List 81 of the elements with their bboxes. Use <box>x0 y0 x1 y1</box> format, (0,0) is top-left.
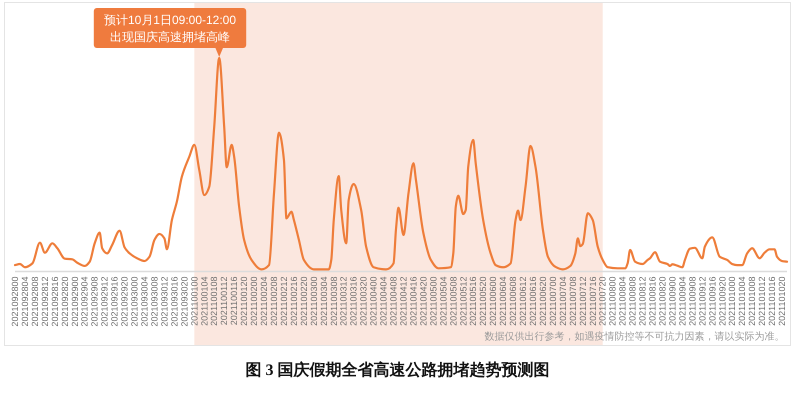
x-tick-label: 2021100920 <box>717 276 728 326</box>
x-tick-label: 2021100612 <box>518 276 528 326</box>
x-tick-label: 2021100804 <box>618 276 628 326</box>
text: 图 3 国庆假期全省高速公路拥堵趋势预测图 <box>246 360 550 379</box>
x-tick-label: 2021100516 <box>468 276 478 326</box>
x-tick-label: 2021100512 <box>458 276 468 326</box>
x-tick-label: 2021101020 <box>777 276 788 326</box>
x-tick-label: 2021100212 <box>278 276 289 326</box>
x-tick-label: 2021100912 <box>697 276 708 326</box>
x-tick-label: 2021092800 <box>10 276 20 327</box>
x-tick-label: 2021100416 <box>408 276 418 326</box>
x-tick-label: 2021100104 <box>199 276 210 326</box>
x-tick-label: 2021100508 <box>448 276 458 326</box>
x-tick-label: 2021100316 <box>348 276 359 326</box>
x-tick-label: 2021100112 <box>219 276 230 326</box>
x-tick-label: 2021092920 <box>120 276 130 327</box>
x-tick-label: 2021100704 <box>558 276 568 326</box>
x-tick-label: 2021093004 <box>139 276 150 327</box>
x-tick-label: 2021100412 <box>398 276 408 326</box>
x-tick-label: 2021101012 <box>757 276 768 326</box>
x-tick-label: 2021100100 <box>189 276 200 326</box>
x-tick-label: 2021100616 <box>528 276 538 326</box>
x-tick-label: 2021100520 <box>478 276 488 326</box>
x-tick-label: 2021101008 <box>747 276 758 326</box>
x-tick-label: 2021100200 <box>249 276 260 326</box>
x-tick-label: 2021100608 <box>508 276 518 326</box>
x-tick-label: 2021092912 <box>100 276 110 327</box>
x-tick-label: 2021093008 <box>149 276 160 327</box>
x-tick-label: 2021093000 <box>130 276 140 327</box>
x-tick-label: 2021100904 <box>677 276 688 326</box>
x-tick-label: 2021100120 <box>239 276 250 326</box>
x-tick-label: 2021100504 <box>438 276 448 326</box>
x-tick-label: 2021100404 <box>378 276 389 326</box>
x-tick-label: 2021093012 <box>159 276 170 327</box>
x-tick-label: 2021100708 <box>568 276 578 326</box>
x-tick-label: 2021100400 <box>368 276 379 326</box>
x-tick-label: 2021092820 <box>60 276 70 327</box>
x-tick-label: 2021100116 <box>229 276 240 326</box>
x-tick-label: 2021100204 <box>259 276 270 326</box>
x-tick-label: 2021093020 <box>179 276 190 327</box>
x-tick-label: 2021093016 <box>169 276 180 327</box>
x-tick-label: 2021092916 <box>110 276 120 327</box>
annotation: 预计10月1日09:00-12:00 出现国庆高速拥堵高峰 <box>104 13 236 44</box>
x-tick-label: 2021100820 <box>657 276 668 326</box>
x-tick-label: 2021100304 <box>318 276 329 326</box>
x-tick-label: 2021100812 <box>638 276 648 326</box>
x-tick-label: 2021092808 <box>30 276 40 327</box>
x-tick-label: 2021092816 <box>50 276 60 327</box>
x-tick-label: 2021100108 <box>209 276 220 326</box>
x-tick-label: 2021100900 <box>667 276 678 326</box>
x-tick-label: 2021100208 <box>268 276 279 326</box>
x-tick-label: 2021092904 <box>80 276 90 327</box>
x-tick-label: 2021101016 <box>767 276 778 326</box>
x-tick-label: 2021100916 <box>707 276 718 326</box>
x-tick-label: 2021100816 <box>648 276 658 326</box>
x-tick-label: 2021101004 <box>737 276 748 326</box>
text: 数据仅供出行参考，如遇疫情防控等不可抗力因素，请以实际为准。 <box>484 330 784 342</box>
x-tick-label: 2021100720 <box>598 276 608 326</box>
x-tick-label: 2021100700 <box>548 276 558 326</box>
x-tick-label: 2021101000 <box>727 276 738 326</box>
x-tick-label: 2021100500 <box>428 276 438 326</box>
x-tick-label: 2021092804 <box>20 276 30 327</box>
x-tick-label: 2021100420 <box>418 276 428 326</box>
x-tick-label: 2021092900 <box>70 276 80 327</box>
x-tick-label: 2021100712 <box>578 276 588 326</box>
x-tick-label: 2021100908 <box>687 276 698 326</box>
x-tick-label: 2021092908 <box>90 276 100 327</box>
x-tick-label: 2021100604 <box>498 276 508 326</box>
x-tick-label: 2021100800 <box>608 276 618 326</box>
x-tick-label: 2021100716 <box>588 276 598 326</box>
x-tick-label: 2021092812 <box>40 276 50 327</box>
x-tick-label: 2021100220 <box>298 276 309 326</box>
x-tick-label: 2021100308 <box>328 276 339 326</box>
x-tick-label: 2021100620 <box>538 276 548 326</box>
x-tick-label: 2021100300 <box>308 276 319 326</box>
x-tick-label: 2021100216 <box>288 276 299 326</box>
x-tick-label: 2021100808 <box>628 276 638 326</box>
x-tick-label: 2021100600 <box>488 276 498 326</box>
x-tick-label: 2021100312 <box>338 276 349 326</box>
x-tick-label: 2021100320 <box>358 276 369 326</box>
x-tick-label: 2021100408 <box>388 276 399 326</box>
